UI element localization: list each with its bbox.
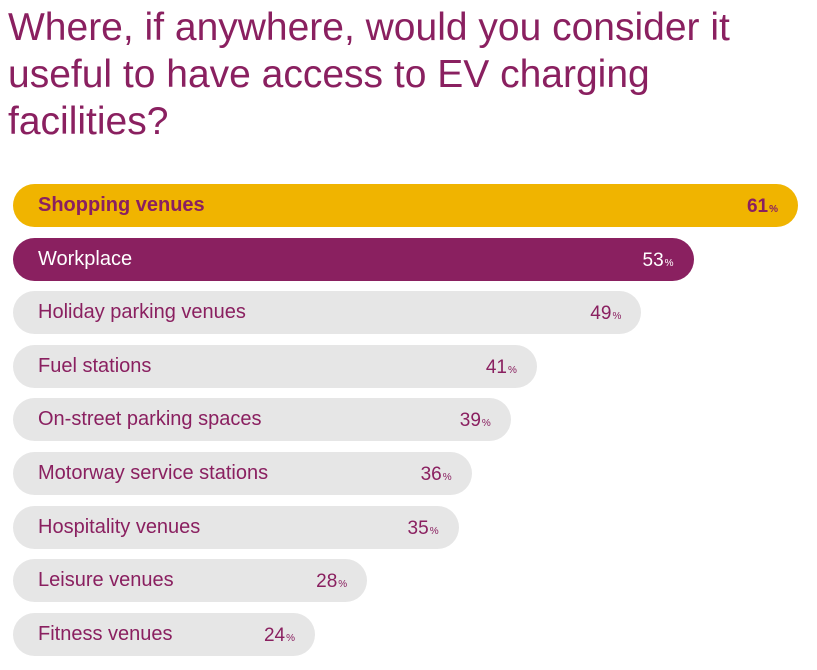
chart-title: Where, if anywhere, would you consider i… — [8, 6, 730, 143]
bar-label: Leisure venues — [38, 569, 174, 592]
bar-value-label: 61% — [746, 196, 778, 217]
bar-label: Holiday parking venues — [38, 301, 246, 324]
bar-label: On-street parking spaces — [38, 408, 262, 431]
bar-workplace: Workplace 53% — [13, 237, 694, 281]
bar-value-label: 24% — [263, 624, 295, 646]
bar-on-street-parking-spaces: On-street parking spaces 39% — [13, 398, 511, 442]
bar-label: Workplace — [38, 247, 133, 270]
bar-label: Fuel stations — [38, 354, 152, 377]
bar-label: Motorway service stations — [38, 462, 269, 484]
bar-value-label: 28% — [316, 571, 348, 593]
bar-leisure-venues: Leisure venues 28% — [13, 559, 368, 603]
bar-fuel-stations: Fuel stations 41% — [13, 344, 537, 388]
bar-label: Shopping venues — [38, 194, 205, 216]
bar-label: Fitness venues — [38, 622, 173, 645]
bar-value-label: 53% — [642, 249, 674, 271]
bar-motorway-service-stations: Motorway service stations 36% — [13, 452, 472, 495]
bar-shopping-venues: Shopping venues 61% — [13, 184, 798, 227]
bar-fitness-venues: Fitness venues 24% — [13, 612, 315, 656]
bar-value-label: 36% — [420, 464, 452, 485]
bar-value-label: 41% — [485, 356, 517, 378]
bar-value-label: 49% — [590, 303, 622, 325]
bar-value-label: 35% — [407, 517, 439, 539]
bar-label: Hospitality venues — [38, 515, 201, 538]
bar-holiday-parking-venues: Holiday parking venues 49% — [13, 291, 642, 335]
bar-hospitality-venues: Hospitality venues 35% — [13, 505, 459, 549]
bar-value-label: 39% — [459, 410, 491, 432]
